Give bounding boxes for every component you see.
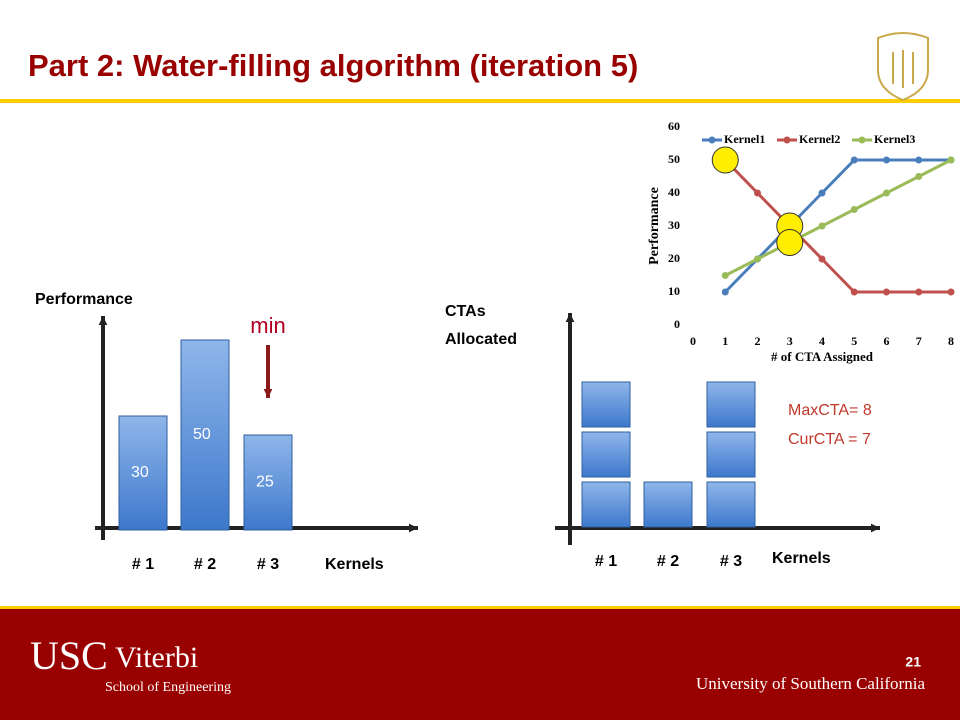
point	[947, 288, 955, 296]
point	[850, 206, 858, 213]
x-tick-label: # 1	[132, 556, 154, 573]
x-tick-label: # 2	[194, 556, 216, 573]
y-tick-label: 30	[668, 218, 680, 232]
legend-label: Kernel3	[874, 132, 915, 146]
highlight	[711, 146, 739, 174]
y-tick-label: 40	[668, 185, 680, 199]
point	[883, 288, 890, 296]
x-tick-label: 6	[884, 334, 890, 348]
cta-block	[706, 481, 756, 528]
x-axis-label: Kernels	[325, 556, 384, 573]
point	[915, 288, 923, 296]
point	[883, 189, 890, 197]
legend-label: Kernel2	[799, 132, 840, 146]
bar	[118, 415, 168, 531]
point	[915, 173, 923, 180]
x-tick-label: 3	[787, 334, 793, 348]
bar	[243, 434, 293, 531]
arrow-head	[870, 523, 880, 533]
y-tick-label: 60	[668, 119, 680, 133]
y-axis-label: CTAs	[445, 303, 486, 320]
x-tick-label: 2	[755, 334, 761, 348]
x-tick-label: 1	[722, 334, 728, 348]
point	[947, 156, 955, 164]
point	[754, 189, 761, 197]
legend-marker	[783, 136, 791, 144]
arrow-head	[263, 388, 273, 398]
y-tick-label: 20	[668, 251, 680, 265]
highlight	[776, 229, 804, 256]
logo	[877, 32, 929, 102]
bar	[180, 339, 230, 531]
cta-block	[706, 431, 756, 478]
cta-block	[581, 481, 631, 528]
annotation: CurCTA = 7	[788, 431, 871, 448]
y-tick-label: 50	[668, 152, 680, 166]
bar-label: 50	[193, 426, 211, 443]
header-rule	[0, 99, 960, 103]
annotation: MaxCTA= 8	[788, 402, 872, 419]
footer	[0, 606, 960, 720]
x-tick-label: 4	[819, 334, 825, 348]
arrow-head	[408, 523, 418, 533]
legend-label: Kernel1	[724, 132, 765, 146]
cta-block	[581, 381, 631, 428]
footer-rule	[0, 606, 960, 609]
legend-marker	[708, 136, 716, 144]
slide-title: Part 2: Water-filling algorithm (iterati…	[28, 48, 638, 83]
point	[883, 156, 890, 164]
point	[818, 255, 826, 263]
footer-school: USC	[30, 633, 108, 678]
y-tick-label: 10	[668, 284, 680, 298]
x-tick-label: 7	[916, 334, 922, 348]
bar-label: 25	[256, 474, 274, 491]
cta-block	[643, 481, 693, 528]
y-axis-label: Allocated	[445, 331, 517, 348]
line	[724, 158, 952, 277]
footer-university: University of Southern California	[696, 674, 925, 693]
point	[818, 189, 826, 197]
x-tick-label: # 1	[595, 553, 617, 570]
arrow-head	[565, 313, 575, 323]
annotation: min	[250, 313, 285, 338]
point	[850, 156, 858, 164]
bar-label: 30	[131, 464, 149, 481]
arrow-head	[98, 316, 108, 326]
point	[818, 222, 826, 230]
point	[850, 288, 858, 296]
y-axis-label: Performance	[35, 291, 133, 308]
x-tick-label: # 3	[720, 553, 742, 570]
page-number: 21	[905, 654, 921, 670]
x-axis-label: # of CTA Assigned	[771, 349, 874, 364]
legend-marker	[858, 136, 866, 144]
point	[915, 156, 923, 164]
x-tick-label: 0	[690, 334, 696, 348]
point	[721, 272, 729, 279]
x-tick-label: 8	[948, 334, 954, 348]
x-tick-label: # 3	[257, 556, 279, 573]
line	[724, 158, 951, 294]
x-tick-label: 5	[851, 334, 857, 348]
x-axis-label: Kernels	[772, 550, 831, 567]
cta-block	[581, 431, 631, 478]
cta-block	[706, 381, 756, 428]
line	[724, 158, 951, 294]
point	[754, 255, 761, 263]
y-tick-label: 0	[674, 317, 680, 331]
point	[721, 288, 729, 296]
y-axis-label: Performance	[647, 187, 662, 265]
footer-subtitle: School of Engineering	[105, 680, 231, 695]
x-tick-label: # 2	[657, 553, 679, 570]
footer-name: Viterbi	[115, 641, 198, 674]
